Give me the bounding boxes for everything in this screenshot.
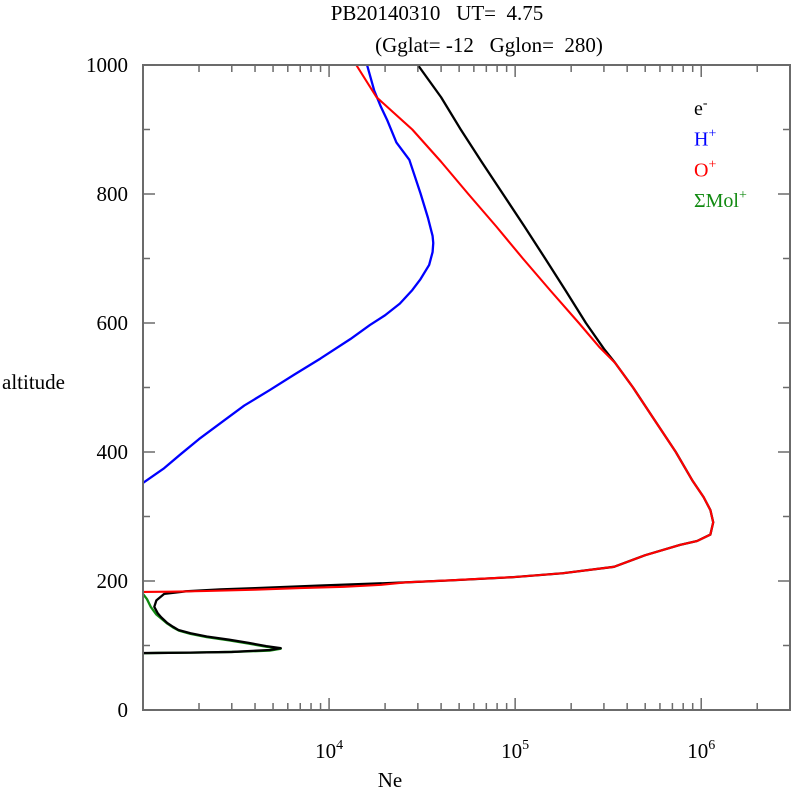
ticks-group <box>143 64 790 711</box>
chart-title: PB20140310 UT= 4.75 <box>330 1 544 25</box>
legend-entry-e-: e- <box>694 96 708 120</box>
plot-frame <box>142 64 791 711</box>
y-tick-label: 200 <box>97 569 129 593</box>
x-tick-label: 106 <box>687 738 715 763</box>
curve-O+ <box>142 65 715 594</box>
y-tick-label: 800 <box>97 182 129 206</box>
legend-entry-SigmaMol+: ΣMol+ <box>694 188 747 212</box>
y-tick-label: 400 <box>97 440 129 464</box>
curve-H+ <box>142 65 435 485</box>
legend-entry-O+: O+ <box>694 157 716 181</box>
y-tick-label: 1000 <box>86 53 128 77</box>
curves-group <box>142 65 715 655</box>
y-tick-label: 0 <box>118 698 129 722</box>
legend-entry-H+: H+ <box>694 127 716 151</box>
chart-subtitle: (Gglat= -12 Gglon= 280) <box>375 33 603 57</box>
x-axis-label: Ne <box>377 768 403 792</box>
x-tick-label: 105 <box>501 738 529 763</box>
y-axis-label: altitude <box>2 370 65 394</box>
x-tick-label: 104 <box>315 738 343 763</box>
y-tick-label: 600 <box>97 311 129 335</box>
curve-e- <box>142 65 715 655</box>
